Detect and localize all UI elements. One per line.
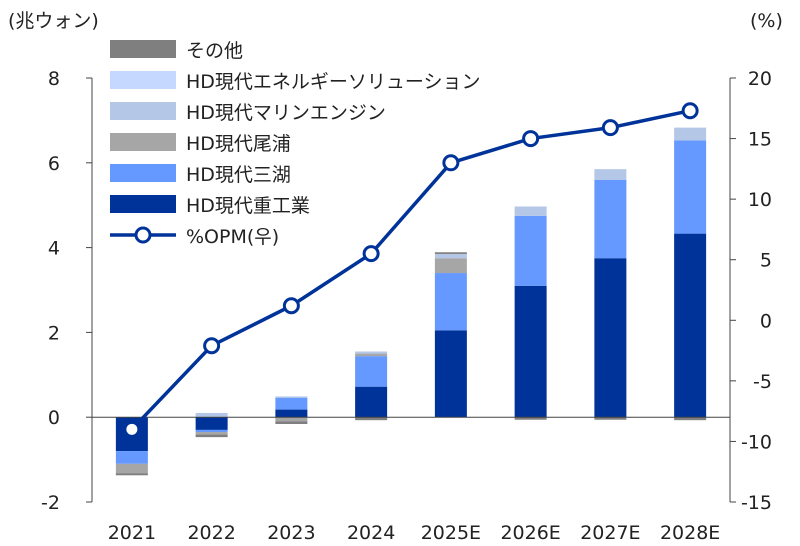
bar-segment: [195, 417, 228, 430]
legend-swatch: [110, 133, 176, 151]
category-label: 2027E: [580, 522, 640, 544]
right-tick-label: 0: [760, 310, 772, 332]
legend-label: HD現代三湖: [186, 164, 291, 186]
opm-point: [601, 119, 619, 137]
opm-point: [442, 154, 460, 172]
bar-segment: [355, 356, 388, 387]
category-label: 2022: [187, 522, 235, 544]
left-axis-unit: (兆ウォン): [8, 10, 99, 32]
category-label: 2024: [347, 522, 395, 544]
bar-segment: [594, 417, 627, 420]
opm-point: [681, 102, 699, 120]
opm-series-line: [130, 108, 691, 431]
bar-segment: [434, 252, 467, 254]
bar-segment: [355, 417, 388, 421]
left-tick-label: 6: [48, 153, 60, 175]
bar-segment: [195, 432, 228, 435]
legend-swatch: [110, 164, 176, 182]
legend: その他 HD現代エネルギーソリューション HD現代マリンエンジン HD現代尾浦 HD現代…: [110, 40, 481, 248]
legend-line-marker: [134, 226, 152, 244]
bar-segment: [115, 463, 148, 474]
bar-segment: [674, 233, 707, 418]
bar-segment: [434, 258, 467, 274]
bar-segment: [434, 330, 467, 418]
bar-segment: [275, 396, 308, 398]
right-tick-label: 15: [748, 129, 772, 151]
bar-segment: [195, 429, 228, 433]
right-tick-label: -15: [741, 492, 772, 514]
bar-segment: [115, 473, 148, 476]
bar-segment: [514, 215, 547, 286]
bar-segment: [275, 409, 308, 418]
bar-segment: [434, 253, 467, 259]
bar-segment: [514, 285, 547, 418]
left-tick-label: 2: [48, 322, 60, 344]
legend-label: HD現代エネルギーソリューション: [186, 71, 481, 93]
legend-label: その他: [186, 40, 243, 62]
bar-segment: [434, 273, 467, 331]
legend-swatch: [110, 195, 176, 213]
category-label: 2021: [108, 522, 156, 544]
right-tick-label: 20: [748, 68, 772, 90]
right-tick-label: 10: [748, 189, 772, 211]
bar-segment: [275, 417, 308, 422]
opm-point: [522, 130, 540, 148]
legend-label: HD現代尾浦: [186, 133, 291, 155]
legend-label: HD現代重工業: [186, 195, 310, 217]
bar-segment: [195, 434, 228, 438]
legend-swatch: [110, 40, 176, 58]
category-label: 2025E: [421, 522, 481, 544]
bar-segment: [355, 351, 388, 354]
bar-segment: [275, 397, 308, 410]
left-tick-label: 4: [48, 238, 60, 260]
right-tick-label: -10: [741, 431, 772, 453]
opm-point: [203, 337, 221, 355]
opm-point: [362, 245, 380, 263]
bar-segment: [674, 417, 707, 421]
left-tick-label: 8: [48, 68, 60, 90]
bar-segment: [594, 258, 627, 418]
category-label: 2026E: [500, 522, 560, 544]
bar-segment: [195, 412, 228, 418]
left-tick-label: 0: [48, 407, 60, 429]
legend-label: HD現代マリンエンジン: [186, 102, 386, 124]
legend-swatch: [110, 71, 176, 89]
right-tick-label: -5: [753, 371, 772, 393]
bar-segment: [115, 451, 148, 464]
bars-group: [115, 127, 707, 476]
category-label: 2028E: [660, 522, 720, 544]
category-label: 2023: [267, 522, 315, 544]
right-tick-label: 5: [760, 250, 772, 272]
legend-label: %OPM(우): [186, 226, 279, 248]
bar-segment: [514, 417, 547, 420]
bar-segment: [594, 179, 627, 259]
opm-point: [123, 420, 141, 438]
bar-segment: [674, 140, 707, 234]
left-tick-label: -2: [41, 492, 60, 514]
bar-segment: [594, 169, 627, 180]
bar-segment: [355, 386, 388, 418]
legend-swatch: [110, 102, 176, 120]
bar-segment: [514, 206, 547, 216]
bar-segment: [275, 421, 308, 424]
bar-segment: [355, 353, 388, 357]
right-axis-unit: (%): [750, 10, 783, 32]
opm-point: [282, 297, 300, 315]
bar-segment: [674, 127, 707, 141]
opm-line-group: [123, 102, 699, 438]
